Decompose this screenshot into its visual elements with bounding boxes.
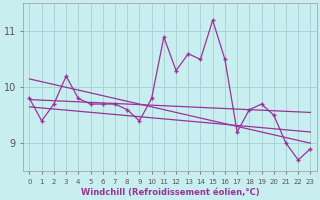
X-axis label: Windchill (Refroidissement éolien,°C): Windchill (Refroidissement éolien,°C)	[81, 188, 259, 197]
